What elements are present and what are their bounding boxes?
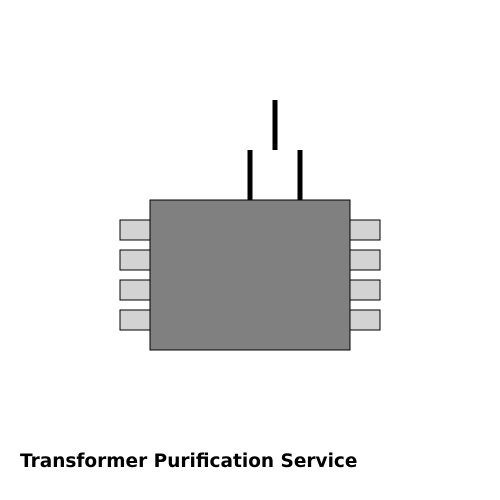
left-pin-3 bbox=[119, 279, 151, 301]
right-pin-1 bbox=[349, 219, 381, 241]
left-pin-4 bbox=[119, 309, 151, 331]
diagram-caption: Transformer Purification Service bbox=[20, 451, 358, 472]
right-pin-3 bbox=[349, 279, 381, 301]
left-pin-1 bbox=[119, 219, 151, 241]
right-pin-4 bbox=[349, 309, 381, 331]
left-pin-2 bbox=[119, 249, 151, 271]
component-body bbox=[149, 199, 351, 351]
right-pin-2 bbox=[349, 249, 381, 271]
